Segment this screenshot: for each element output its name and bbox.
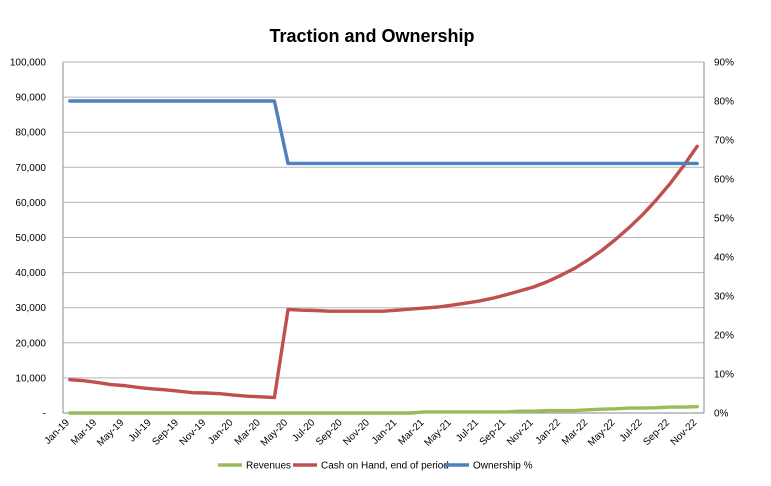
- x-tick-label: Jan-21: [370, 417, 400, 447]
- x-tick-label: May-19: [95, 417, 127, 449]
- right-tick-label: 70%: [714, 136, 734, 147]
- right-tick-label: 10%: [714, 370, 734, 381]
- legend-label: Revenues: [246, 461, 291, 472]
- x-tick-label: Mar-22: [560, 417, 590, 447]
- series-line-3: [68, 99, 699, 166]
- x-tick-label: Nov-19: [178, 417, 209, 448]
- right-tick-label: 30%: [714, 292, 734, 303]
- gridlines: [62, 61, 705, 414]
- right-tick-label: 40%: [714, 253, 734, 264]
- left-tick-label: 10,000: [15, 373, 46, 384]
- left-tick-label: 90,000: [15, 93, 46, 104]
- right-tick-label: 50%: [714, 214, 734, 225]
- series-lines: [68, 99, 699, 415]
- x-tick-label: Mar-19: [69, 417, 99, 447]
- series-line-2: [68, 144, 699, 400]
- left-tick-label: 30,000: [15, 303, 46, 314]
- right-tick-label: 20%: [714, 331, 734, 342]
- legend-label: Ownership %: [473, 461, 533, 472]
- left-axis-ticks: - 10,000 20,000 30,000 40,000 50,000 60,000 70,…: [10, 58, 47, 420]
- x-tick-label: May-22: [586, 417, 618, 449]
- left-tick-label: 70,000: [15, 163, 46, 174]
- right-axis-ticks: 0% 10% 20% 30% 40% 50% 60% 70% 80% 90%: [714, 58, 734, 420]
- series-line-1: [68, 404, 699, 415]
- left-tick-label: 100,000: [10, 58, 47, 69]
- x-tick-label: Jan-19: [43, 417, 73, 447]
- right-tick-label: 90%: [714, 58, 734, 69]
- x-tick-label: Mar-20: [233, 417, 263, 447]
- legend: Revenues Cash on Hand, end of period Owner…: [218, 461, 533, 472]
- x-tick-label: Sep-22: [641, 417, 672, 448]
- x-tick-label: Sep-21: [478, 417, 509, 448]
- chart-title: Traction and Ownership: [269, 26, 475, 46]
- x-tick-label: Jan-20: [206, 417, 236, 447]
- x-tick-label: Jan-22: [534, 417, 564, 447]
- x-tick-label: Sep-20: [314, 417, 345, 448]
- legend-label: Cash on Hand, end of period: [321, 461, 449, 472]
- right-tick-label: 80%: [714, 97, 734, 108]
- left-tick-label: 80,000: [15, 128, 46, 139]
- x-tick-label: Nov-20: [341, 417, 372, 448]
- left-tick-label: -: [43, 409, 46, 420]
- left-tick-label: 60,000: [15, 198, 46, 209]
- x-tick-label: May-20: [259, 417, 291, 449]
- x-tick-label: May-21: [422, 417, 454, 449]
- left-tick-label: 50,000: [15, 233, 46, 244]
- x-tick-label: Nov-21: [505, 417, 536, 448]
- right-tick-label: 60%: [714, 175, 734, 186]
- left-tick-label: 20,000: [15, 338, 46, 349]
- x-tick-label: Mar-21: [396, 417, 426, 447]
- x-tick-label: Sep-19: [150, 417, 181, 448]
- x-tick-label: Nov-22: [669, 417, 700, 448]
- left-tick-label: 40,000: [15, 268, 46, 279]
- right-tick-label: 0%: [714, 409, 729, 420]
